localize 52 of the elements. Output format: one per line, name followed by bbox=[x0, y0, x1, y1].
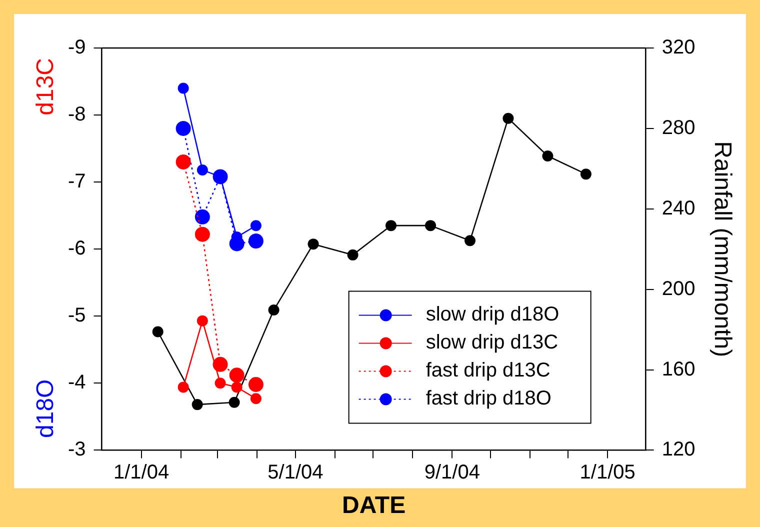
x-tick-label: 5/1/04 bbox=[268, 462, 324, 484]
point bbox=[231, 382, 242, 393]
point bbox=[212, 356, 228, 372]
point bbox=[152, 326, 164, 338]
x-tick-label: 1/1/05 bbox=[580, 462, 636, 484]
x-tick-label: 1/1/04 bbox=[113, 462, 170, 484]
point bbox=[502, 112, 514, 124]
point bbox=[248, 377, 264, 392]
point bbox=[229, 368, 244, 383]
y-tick-label: -6 bbox=[68, 238, 86, 260]
point bbox=[250, 220, 262, 232]
point bbox=[192, 399, 203, 410]
point bbox=[228, 396, 240, 408]
y-tick-label: -7 bbox=[68, 170, 86, 193]
y2-tick-label: 280 bbox=[662, 116, 696, 139]
y-tick-label: -4 bbox=[68, 372, 86, 394]
point bbox=[214, 378, 226, 389]
point bbox=[542, 150, 554, 162]
y2-tick-label: 240 bbox=[662, 197, 696, 220]
y-tick-label: -9 bbox=[68, 36, 86, 59]
point bbox=[194, 226, 210, 242]
point bbox=[347, 249, 358, 260]
point bbox=[178, 82, 189, 94]
legend-label: fast drip d13C bbox=[426, 360, 550, 382]
legend-label: fast drip d18O bbox=[426, 388, 552, 410]
legend-label: slow drip d13C bbox=[426, 332, 558, 354]
y2-tick-label: 320 bbox=[662, 36, 696, 59]
point bbox=[196, 315, 208, 326]
y2-tick-label: 160 bbox=[662, 358, 696, 380]
y-tick-label: -5 bbox=[68, 304, 86, 327]
y2-tick-label: 120 bbox=[662, 438, 696, 461]
point bbox=[176, 120, 191, 136]
point bbox=[580, 168, 592, 180]
point bbox=[268, 304, 280, 316]
y-tick-label: -8 bbox=[68, 104, 86, 126]
point bbox=[196, 164, 208, 176]
point bbox=[248, 234, 264, 249]
y-tick-label: -3 bbox=[68, 438, 86, 461]
point bbox=[386, 220, 397, 232]
point bbox=[464, 235, 476, 246]
point bbox=[425, 220, 436, 232]
y2-tick-label: 200 bbox=[662, 278, 696, 300]
point bbox=[250, 393, 262, 404]
point bbox=[176, 154, 191, 170]
point bbox=[308, 238, 319, 250]
legend-label: slow drip d18O bbox=[426, 304, 560, 326]
x-tick-label: 9/1/04 bbox=[424, 462, 480, 484]
point bbox=[194, 209, 210, 224]
text: d18O d13C bbox=[32, 58, 59, 438]
y2-axis-title: Rainfall (mm/month) bbox=[708, 141, 736, 358]
point bbox=[178, 382, 189, 393]
x-axis-title: DATE bbox=[342, 492, 406, 520]
